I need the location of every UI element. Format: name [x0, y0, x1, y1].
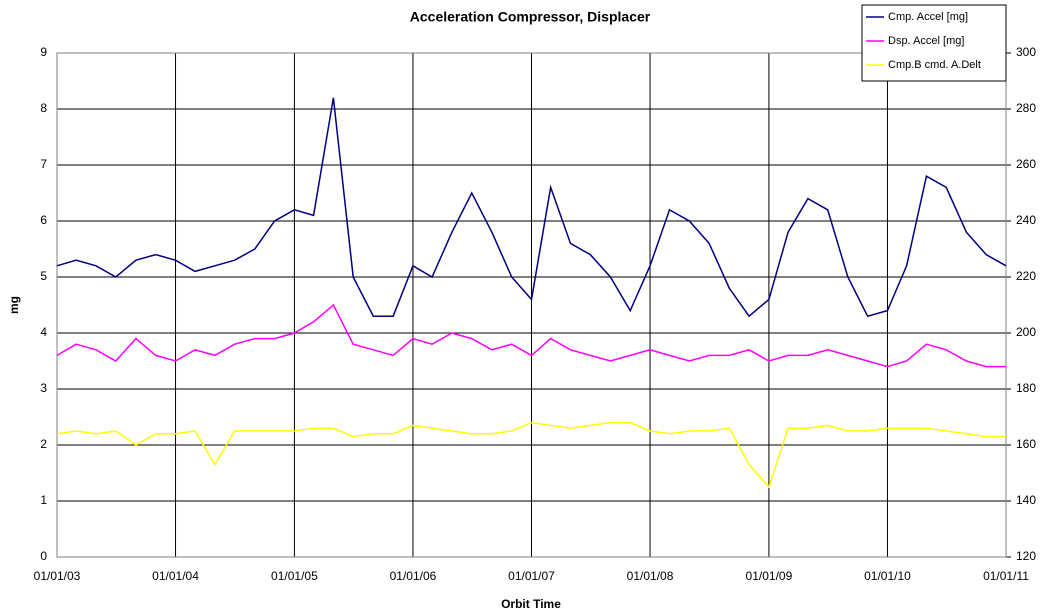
legend-label: Cmp. Accel [mg]: [888, 11, 968, 23]
series-line: [56, 303, 1006, 368]
y2-tick-label: 180: [1016, 381, 1036, 395]
legend-label: Cmp.B cmd. A.Delt: [888, 59, 981, 71]
x-tick-label: 01/01/08: [627, 569, 674, 583]
y-tick-label: 3: [40, 381, 47, 395]
y2-tick-label: 220: [1016, 269, 1036, 283]
y-tick-label: 8: [40, 101, 47, 115]
y2-tick-label: 260: [1016, 157, 1036, 171]
series-line: [56, 97, 1007, 318]
y-tick-label: 9: [40, 45, 47, 59]
y-tick-label: 4: [40, 325, 47, 339]
legend-label: Dsp. Accel [mg]: [888, 35, 964, 47]
x-tick-label: 01/01/06: [390, 569, 437, 583]
y-tick-label: 0: [40, 549, 47, 563]
y-tick-label: 6: [40, 213, 47, 227]
y-tick-label: 2: [40, 437, 47, 451]
y2-tick-label: 160: [1016, 437, 1036, 451]
y2-tick-label: 280: [1016, 101, 1036, 115]
plot-border: [56, 52, 1007, 558]
y-tick-label: 7: [40, 157, 47, 171]
x-tick-label: 01/01/03: [34, 569, 81, 583]
y2-tick-label: 120: [1016, 549, 1036, 563]
y2-tick-label: 240: [1016, 213, 1036, 227]
y-tick-label: 5: [40, 269, 47, 283]
x-tick-label: 01/01/09: [746, 569, 793, 583]
legend-box: [861, 4, 1007, 82]
y-axis-label: mg: [7, 296, 21, 314]
x-tick-label: 01/01/11: [983, 569, 1029, 583]
x-axis-label: Orbit Time: [501, 597, 561, 611]
series-line: [56, 421, 1006, 489]
x-tick-label: 01/01/07: [508, 569, 555, 583]
y2-tick-label: 200: [1016, 325, 1036, 339]
x-tick-label: 01/01/05: [271, 569, 318, 583]
x-tick-label: 01/01/10: [864, 569, 911, 583]
y-tick-label: 1: [40, 493, 47, 507]
y2-tick-label: 300: [1016, 45, 1036, 59]
chart-title: Acceleration Compressor, Displacer: [410, 9, 651, 25]
y2-tick-label: 140: [1016, 493, 1036, 507]
x-tick-label: 01/01/04: [152, 569, 199, 583]
